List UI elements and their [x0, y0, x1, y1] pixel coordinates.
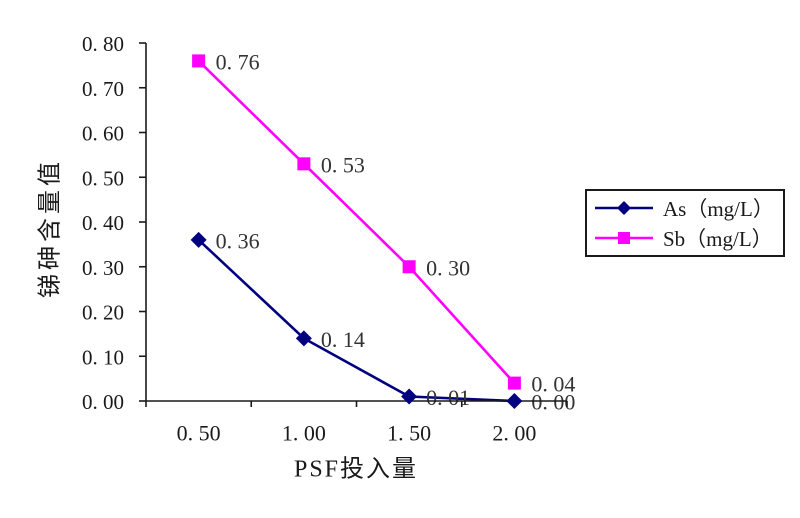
x-axis-title: PSF投入量 — [293, 456, 419, 483]
legend: As（mg/L） Sb（mg/L） — [585, 189, 785, 257]
marker-square-sb-3 — [507, 376, 521, 390]
point-label-as-3: 0. 00 — [531, 390, 575, 415]
y-tick-label: 0. 50 — [82, 166, 124, 190]
point-label-sb-0: 0. 76 — [216, 49, 260, 74]
legend-marker-as-diamond-icon — [595, 200, 653, 215]
marker-square-sb-2 — [402, 260, 416, 274]
marker-diamond-as-0 — [190, 231, 207, 248]
y-tick-label: 0. 30 — [82, 256, 124, 280]
y-tick-label: 0. 70 — [82, 77, 124, 101]
marker-diamond-as-1 — [295, 330, 312, 347]
legend-marker-sb-square-icon — [595, 232, 653, 245]
point-label-sb-3: 0. 04 — [531, 372, 575, 397]
y-axis-title: 锑砷含量值 — [37, 158, 64, 298]
y-tick-label: 0. 00 — [82, 390, 124, 414]
legend-label-sb: Sb（mg/L） — [663, 227, 773, 252]
point-label-sb-2: 0. 30 — [426, 255, 470, 280]
point-label-as-1: 0. 14 — [321, 327, 365, 352]
y-tick-label: 0. 40 — [82, 211, 124, 235]
y-tick-label: 0. 20 — [82, 301, 124, 325]
marker-diamond-as-3 — [506, 393, 523, 409]
y-tick-label: 0. 10 — [82, 345, 124, 369]
legend-item-as: As（mg/L） — [587, 194, 783, 222]
marker-square-sb-1 — [297, 157, 311, 171]
point-label-as-0: 0. 36 — [216, 228, 260, 253]
legend-item-sb: Sb（mg/L） — [587, 224, 783, 252]
point-label-as-2: 0. 01 — [426, 385, 470, 410]
y-tick-label: 0. 80 — [82, 32, 124, 56]
marker-diamond-as-2 — [401, 388, 418, 405]
x-tick-label: 2. 00 — [492, 421, 536, 446]
x-tick-label: 0. 50 — [177, 421, 221, 446]
series-line-sb — [197, 59, 516, 384]
y-tick-label: 0. 60 — [82, 122, 124, 146]
x-tick-label: 1. 50 — [387, 421, 431, 446]
series-line-as — [197, 238, 515, 403]
marker-square-sb-0 — [192, 54, 206, 68]
legend-label-as: As（mg/L） — [663, 196, 774, 221]
x-tick-label: 1. 00 — [282, 421, 326, 446]
point-label-sb-1: 0. 53 — [321, 152, 365, 177]
